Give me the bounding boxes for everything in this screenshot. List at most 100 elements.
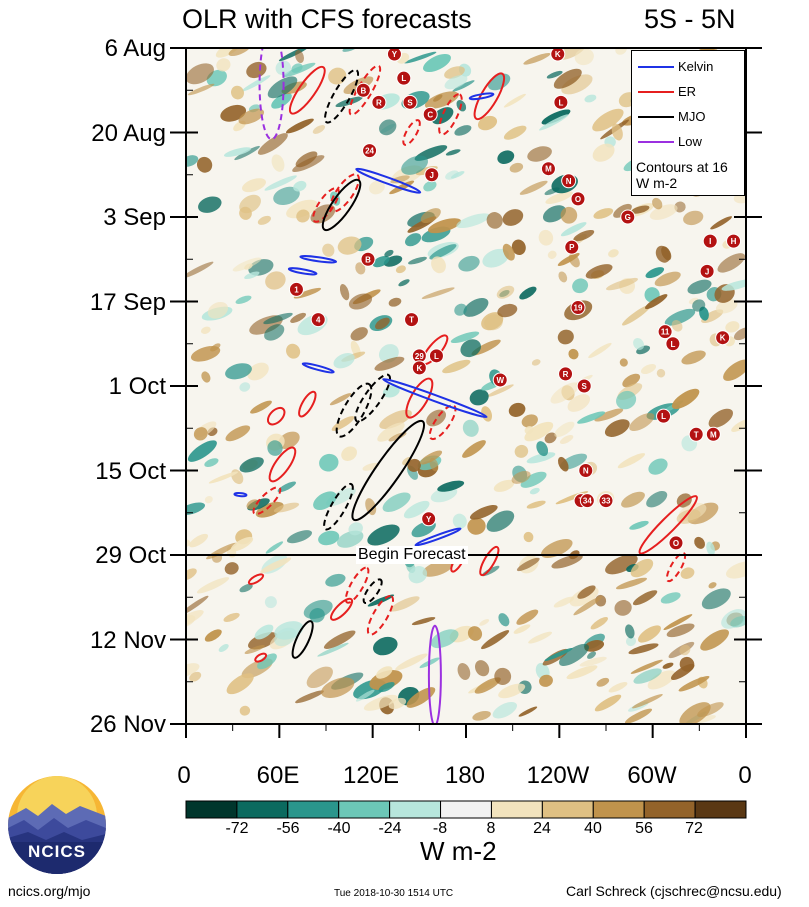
storm-label: S xyxy=(582,382,588,391)
storm-label: 29 xyxy=(415,352,424,361)
storm-label: O xyxy=(673,539,679,548)
storm-label: G xyxy=(625,213,631,222)
storm-label: B xyxy=(365,255,371,264)
colorbar xyxy=(186,801,746,818)
storm-marker: M xyxy=(706,427,720,441)
storm-label: K xyxy=(416,364,422,373)
storm-marker: K xyxy=(412,361,426,375)
storm-marker: K xyxy=(551,47,565,61)
storm-label: 24 xyxy=(365,147,374,156)
storm-marker: B xyxy=(356,83,370,97)
storm-label: T xyxy=(694,430,699,439)
storm-label: 33 xyxy=(602,497,611,506)
storm-label: I xyxy=(709,237,711,246)
storm-label: J xyxy=(430,171,434,180)
colorbar-swatch xyxy=(695,801,746,818)
colorbar-tick-label: -56 xyxy=(263,820,313,838)
colorbar-tick-label: 24 xyxy=(517,820,567,838)
colorbar-swatch xyxy=(339,801,390,818)
storm-marker: N xyxy=(579,464,593,478)
storm-label: R xyxy=(376,98,382,107)
storm-label: L xyxy=(401,74,406,83)
storm-label: C xyxy=(427,110,433,119)
legend-swatch xyxy=(638,66,674,68)
legend: Kelvin ER MJO Low Contours at 16 W m-2 xyxy=(631,50,745,196)
storm-marker: M xyxy=(541,162,555,176)
storm-label: Y xyxy=(392,50,398,59)
storm-marker: G xyxy=(621,210,635,224)
storm-marker: L xyxy=(666,337,680,351)
footer-url: ncics.org/mjo xyxy=(8,883,90,899)
storm-marker: T xyxy=(689,427,703,441)
storm-label: 11 xyxy=(661,328,670,337)
colorbar-tick-label: -40 xyxy=(314,820,364,838)
storm-marker: J xyxy=(425,168,439,182)
storm-marker: 33 xyxy=(599,494,613,508)
storm-marker: S xyxy=(403,95,417,109)
storm-label: 19 xyxy=(574,304,583,313)
storm-marker: 11 xyxy=(658,325,672,339)
colorbar-swatch xyxy=(186,801,237,818)
colorbar-tick-label: 56 xyxy=(619,820,669,838)
logo-text: NCICS xyxy=(8,842,106,862)
forecast-label: Begin Forecast xyxy=(356,546,468,564)
storm-marker: J xyxy=(700,264,714,278)
storm-marker: K xyxy=(716,331,730,345)
footer-timestamp: Tue 2018-10-30 1514 UTC xyxy=(334,888,453,899)
storm-marker: C xyxy=(423,107,437,121)
storm-marker: P xyxy=(565,240,579,254)
storm-label: K xyxy=(555,50,561,59)
ncics-logo: NCICS xyxy=(8,776,106,874)
storm-label: S xyxy=(407,98,413,107)
storm-marker: H xyxy=(727,234,741,248)
storm-marker: L xyxy=(554,95,568,109)
storm-marker: 4 xyxy=(311,313,325,327)
storm-marker: I xyxy=(703,234,717,248)
storm-label: L xyxy=(661,412,666,421)
storm-marker: 24 xyxy=(363,144,377,158)
storm-marker: L xyxy=(657,409,671,423)
storm-marker: 19 xyxy=(571,301,585,315)
storm-label: B xyxy=(360,86,366,95)
colorbar-units: W m-2 xyxy=(420,836,497,867)
storm-label: K xyxy=(720,334,726,343)
storm-label: T xyxy=(409,316,414,325)
storm-marker: W xyxy=(493,373,507,387)
colorbar-swatch xyxy=(390,801,441,818)
colorbar-swatch xyxy=(237,801,288,818)
storm-label: L xyxy=(670,340,675,349)
storm-marker: R xyxy=(372,95,386,109)
storm-label: M xyxy=(545,165,552,174)
storm-marker: B xyxy=(361,252,375,266)
storm-label: O xyxy=(575,195,581,204)
colorbar-tick-label: -24 xyxy=(365,820,415,838)
storm-marker: 1 xyxy=(289,282,303,296)
storm-label: Y xyxy=(426,515,432,524)
legend-swatch xyxy=(638,141,674,143)
storm-marker: O xyxy=(571,192,585,206)
storm-label: 34 xyxy=(583,497,592,506)
colorbar-swatch xyxy=(288,801,339,818)
storm-label: 4 xyxy=(316,316,321,325)
storm-label: 1 xyxy=(294,285,299,294)
storm-marker: O xyxy=(669,536,683,550)
storm-marker: S xyxy=(577,379,591,393)
storm-marker: Y xyxy=(422,512,436,526)
colorbar-tick-label: 40 xyxy=(568,820,618,838)
storm-label: L xyxy=(558,98,563,107)
colorbar-tick-label: -72 xyxy=(212,820,262,838)
colorbar-swatch xyxy=(644,801,695,818)
storm-marker: T xyxy=(405,313,419,327)
storm-marker: 34 xyxy=(580,494,594,508)
colorbar-swatch xyxy=(491,801,542,818)
colorbar-swatch xyxy=(441,801,492,818)
storm-label: P xyxy=(569,243,575,252)
storm-marker: Y xyxy=(387,47,401,61)
footer-author: Carl Schreck (cjschrec@ncsu.edu) xyxy=(566,883,782,899)
storm-label: N xyxy=(566,177,572,186)
storm-label: H xyxy=(731,237,737,246)
storm-label: R xyxy=(563,370,569,379)
storm-label: M xyxy=(710,430,717,439)
legend-swatch xyxy=(638,91,674,93)
storm-marker: N xyxy=(562,174,576,188)
